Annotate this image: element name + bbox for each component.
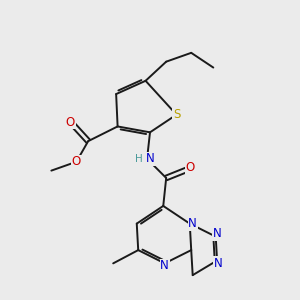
Text: N: N <box>146 152 155 165</box>
Text: N: N <box>160 259 169 272</box>
Text: N: N <box>214 257 223 270</box>
Text: O: O <box>185 161 194 174</box>
Text: N: N <box>188 217 197 230</box>
Text: S: S <box>173 108 180 121</box>
Text: N: N <box>212 227 221 240</box>
Text: O: O <box>66 116 75 128</box>
Text: H: H <box>135 154 143 164</box>
Text: O: O <box>72 155 81 168</box>
